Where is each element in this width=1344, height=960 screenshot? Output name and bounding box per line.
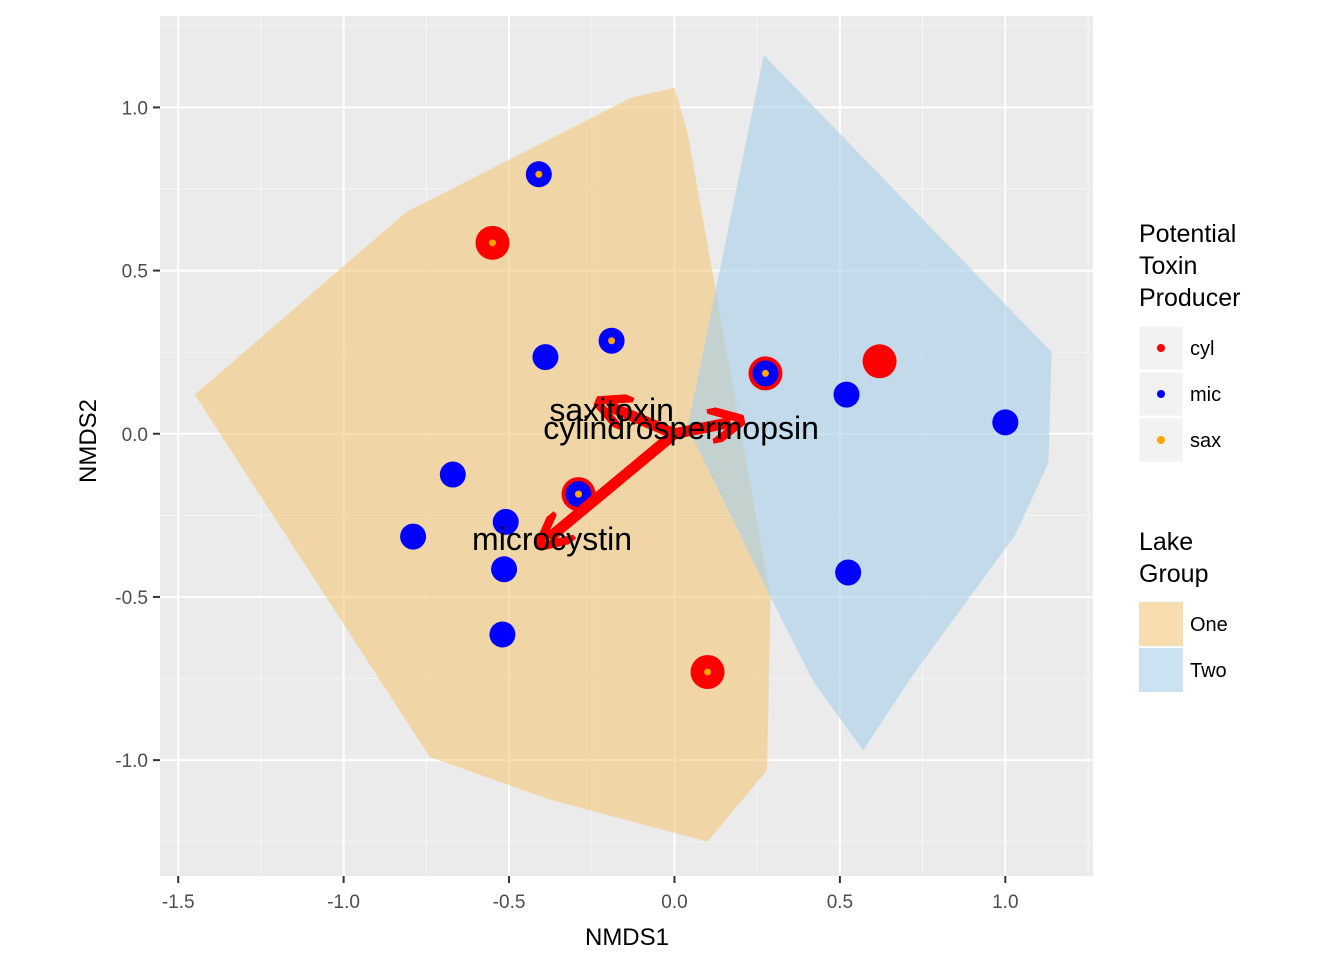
legend-title: Lake (1139, 528, 1193, 556)
x-tick-label: 1.0 (992, 892, 1018, 913)
x-tick-label: -1.0 (327, 892, 360, 913)
lake-group-hulls (194, 55, 1052, 842)
sample-point (492, 508, 519, 535)
sample-points (400, 161, 1019, 690)
point-mic (532, 344, 559, 371)
point-mic (992, 409, 1019, 436)
legend-label: sax (1190, 430, 1221, 452)
point-mic (491, 556, 518, 583)
legend-entry-cyl: cyl (1138, 325, 1214, 371)
legend-swatch-point (1157, 390, 1165, 398)
x-tick-label: -0.5 (493, 892, 526, 913)
sample-point (532, 344, 559, 371)
legend-label: Two (1190, 660, 1227, 682)
point-cyl (862, 344, 897, 379)
point-mic (833, 381, 860, 408)
sample-point (690, 655, 725, 690)
point-sax (535, 170, 543, 178)
y-axis-title: NMDS2 (75, 399, 102, 483)
legend-swatch-fill (1139, 602, 1183, 646)
legend-lake-group: Lake Group One Two (1139, 528, 1228, 692)
sample-point (833, 381, 860, 408)
point-mic (492, 508, 519, 535)
sample-point (400, 523, 427, 550)
point-sax (489, 239, 497, 247)
sample-point (598, 327, 625, 354)
sample-point (489, 621, 516, 648)
y-tick-label: 1.0 (122, 98, 148, 119)
sample-point (491, 556, 518, 583)
x-axis: -1.5 -1.0 -0.5 0.0 0.5 1.0 (162, 876, 1019, 913)
point-sax (575, 490, 583, 498)
hull-one (194, 87, 771, 842)
y-tick-label: -1.0 (115, 751, 148, 772)
y-tick-label: -0.5 (115, 588, 148, 609)
point-sax (608, 337, 616, 345)
legend-swatch-point (1157, 344, 1165, 352)
legend-entry-sax: sax (1138, 417, 1221, 463)
sample-point (862, 344, 897, 379)
legend-title: Potential (1139, 220, 1236, 248)
legend-label: mic (1190, 384, 1221, 406)
sample-point (439, 461, 466, 488)
x-axis-title: NMDS1 (585, 924, 669, 951)
legend-key (1138, 417, 1184, 463)
legend-entry-mic: mic (1138, 371, 1221, 417)
sample-point (475, 225, 510, 260)
y-tick-label: 0.5 (122, 262, 148, 283)
legend-swatch-point (1157, 436, 1165, 444)
point-sax (704, 668, 712, 676)
legend-entry-one: One (1139, 602, 1228, 646)
x-tick-label: 0.5 (827, 892, 853, 913)
vector-arrow-saxitoxin (608, 406, 677, 439)
y-axis: -1.0 -0.5 0.0 0.5 1.0 (115, 98, 160, 772)
y-tick-label: 0.0 (122, 425, 148, 446)
point-mic (835, 559, 862, 586)
point-mic (439, 461, 466, 488)
legend-swatch-fill (1139, 648, 1183, 692)
x-tick-label: -1.5 (162, 892, 195, 913)
sample-point (992, 409, 1019, 436)
legend-entry-two: Two (1139, 648, 1227, 692)
sample-point (748, 356, 783, 391)
point-sax (761, 369, 769, 377)
legend-title: Toxin (1139, 252, 1197, 280)
hull-two (687, 55, 1052, 751)
sample-point (835, 559, 862, 586)
vector-label-saxitoxin: saxitoxin (549, 392, 674, 428)
legends: Potential Toxin Producer cyl mic sax Lake Group… (1138, 220, 1240, 692)
vector-arrow-cylindrospermopsin (673, 422, 730, 433)
point-mic (489, 621, 516, 648)
legend-title: Producer (1139, 284, 1240, 312)
legend-label: One (1190, 614, 1228, 636)
vector-label-cylindrospermopsin: cylindrospermopsin (543, 410, 819, 446)
sample-point (525, 161, 552, 188)
vector-label-microcystin: microcystin (472, 521, 632, 557)
vector-arrow-microcystin (549, 429, 678, 538)
legend-toxin-producer: Potential Toxin Producer cyl mic sax (1138, 220, 1240, 463)
x-tick-label: 0.0 (661, 892, 687, 913)
point-mic (400, 523, 427, 550)
legend-title: Group (1139, 560, 1208, 588)
legend-label: cyl (1190, 338, 1214, 360)
